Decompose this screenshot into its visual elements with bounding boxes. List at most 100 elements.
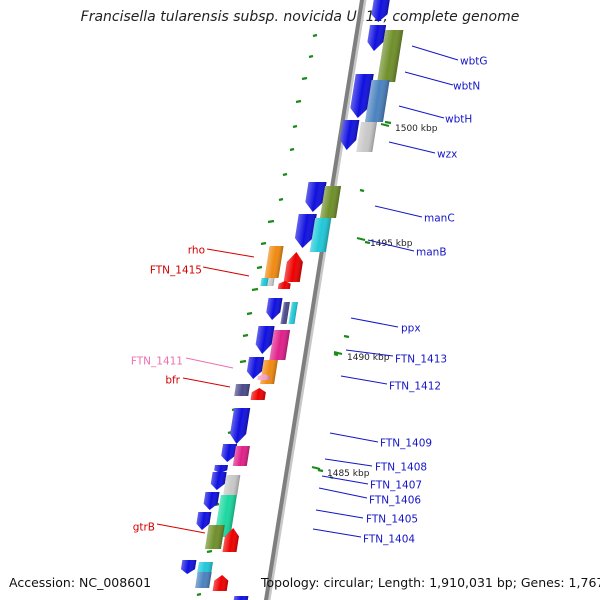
gc-skew-mark bbox=[206, 549, 213, 554]
label-leader-line bbox=[350, 317, 399, 328]
plus-cds-arrow bbox=[210, 472, 227, 490]
gc-skew-mark bbox=[312, 33, 318, 38]
plus-cds-arrow-shade bbox=[294, 214, 317, 248]
gene-label: FTN_1413 bbox=[395, 354, 447, 366]
cog-bar-shade bbox=[197, 562, 213, 574]
scale-tick bbox=[333, 351, 343, 355]
gc-skew-mark bbox=[317, 468, 324, 473]
plus-cds-arrow bbox=[340, 120, 360, 150]
label-leader-line bbox=[324, 458, 373, 467]
gc-skew-mark bbox=[308, 54, 314, 59]
gc-skew-mark bbox=[282, 172, 288, 177]
label-leader-line bbox=[312, 528, 362, 538]
gene-label: FTN_1405 bbox=[366, 514, 418, 526]
rna-arrow bbox=[257, 374, 270, 380]
gene-label: FTN_1412 bbox=[389, 381, 441, 393]
plus-cds-arrow bbox=[246, 357, 265, 379]
plus-cds-arrow bbox=[221, 444, 238, 462]
gene-label: bfr bbox=[165, 375, 180, 387]
cog-bar bbox=[377, 30, 404, 82]
gc-skew-mark bbox=[251, 287, 259, 292]
backbone-track bbox=[263, 0, 367, 600]
plus-cds-arrow-shade bbox=[233, 596, 249, 600]
gc-skew-mark bbox=[196, 592, 202, 597]
gene-label: wzx bbox=[437, 149, 457, 161]
gene-label: manB bbox=[416, 247, 447, 259]
cog-bar bbox=[288, 302, 298, 324]
plus-cds-arrow bbox=[203, 492, 220, 510]
gene-label: gtrB bbox=[133, 522, 155, 534]
gc-skew-mark bbox=[239, 359, 247, 364]
minus-cds-arrow-shade bbox=[222, 528, 239, 552]
gc-skew-mark bbox=[364, 240, 371, 245]
label-leader-line bbox=[318, 487, 368, 499]
gene-label: FTN_1415 bbox=[150, 265, 202, 277]
gc-skew-mark bbox=[242, 333, 249, 338]
gene-label: FTN_1407 bbox=[370, 480, 422, 492]
gene-label: manC bbox=[424, 213, 455, 225]
label-leader-line bbox=[206, 248, 255, 258]
feature-track bbox=[180, 0, 404, 600]
gc-skew-mark bbox=[267, 219, 275, 224]
cog-bar bbox=[309, 218, 332, 252]
cog-bar bbox=[197, 562, 213, 574]
gene-label: FTN_1404 bbox=[363, 534, 415, 546]
minus-cds-arrow-shade bbox=[283, 252, 303, 282]
label-leader-line bbox=[367, 239, 415, 252]
cog-bar-shade bbox=[264, 246, 284, 278]
backbone-line bbox=[263, 0, 365, 600]
minus-cds-arrow-shade bbox=[212, 575, 229, 591]
gc-skew-mark bbox=[301, 76, 308, 81]
cog-bar-shade bbox=[320, 186, 342, 218]
cog-bar bbox=[260, 278, 269, 286]
cog-bar-shade bbox=[223, 475, 241, 495]
plus-cds-arrow-shade bbox=[367, 25, 387, 51]
scale-tick-label: 1500 kbp bbox=[395, 124, 438, 134]
plus-cds-arrow-shade bbox=[203, 492, 220, 510]
plus-cds-arrow-shade bbox=[371, 0, 390, 22]
scale-tick-label: 1490 kbp bbox=[347, 353, 390, 363]
gene-label: FTN_1408 bbox=[375, 462, 427, 474]
plus-cds-arrow bbox=[371, 0, 390, 22]
cog-bar bbox=[320, 186, 342, 218]
plus-cds-arrow-shade bbox=[246, 357, 265, 379]
label-leader-line bbox=[156, 523, 206, 534]
minus-cds-arrow bbox=[283, 252, 303, 282]
cog-bar-shade bbox=[260, 278, 269, 286]
scale-tick bbox=[380, 123, 390, 127]
cog-bar-shade bbox=[232, 446, 250, 466]
gc-skew-mark bbox=[256, 265, 263, 270]
cog-bar-shade bbox=[234, 384, 251, 396]
plus-cds-arrow-shade bbox=[340, 120, 360, 150]
plus-cds-arrow bbox=[196, 512, 212, 530]
plus-cds-arrow-shade bbox=[230, 408, 251, 444]
cog-bar-shade bbox=[364, 80, 390, 122]
cog-bar-shade bbox=[377, 30, 404, 82]
cog-bar-shade bbox=[280, 302, 290, 324]
plus-cds-arrow bbox=[294, 214, 317, 248]
label-leader-line bbox=[182, 377, 231, 388]
cog-bar-shade bbox=[309, 218, 332, 252]
gc-skew-mark bbox=[384, 120, 392, 125]
plus-cds-arrow-shade bbox=[180, 560, 197, 574]
backbone-shadow bbox=[267, 0, 367, 600]
cog-bar bbox=[195, 572, 212, 588]
plus-cds-arrow bbox=[233, 596, 249, 600]
plus-cds-arrow-shade bbox=[196, 512, 212, 530]
gene-label: ppx bbox=[401, 323, 421, 335]
map-title: Francisella tularensis subsp. novicida U… bbox=[80, 9, 520, 25]
rna-arrow-shade bbox=[257, 374, 270, 380]
label-leader-line bbox=[202, 266, 250, 277]
cog-bar-shade bbox=[195, 572, 212, 588]
minus-cds-arrow-shade bbox=[277, 281, 291, 289]
gene-label: wbtH bbox=[445, 114, 472, 126]
minus-cds-arrow bbox=[277, 281, 291, 289]
label-leader-line bbox=[374, 205, 423, 218]
label-leader-line bbox=[340, 375, 388, 385]
gc-skew-mark bbox=[359, 188, 365, 193]
cog-bar bbox=[356, 122, 378, 152]
plus-cds-arrow-shade bbox=[214, 465, 228, 473]
cog-bar-shade bbox=[267, 278, 275, 286]
plus-cds-arrow bbox=[214, 465, 228, 473]
